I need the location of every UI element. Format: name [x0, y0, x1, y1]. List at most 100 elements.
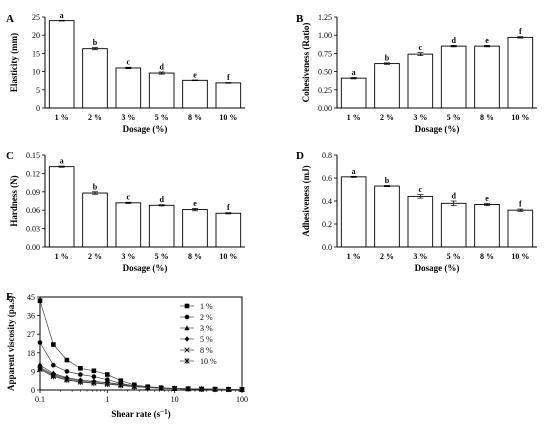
marker-circle — [184, 314, 190, 320]
x-tick-label: 3 % — [413, 252, 427, 261]
bar — [115, 202, 142, 248]
y-tick-label: 0.00 — [318, 104, 332, 113]
x-axis-title: Dosage (%) — [415, 263, 460, 273]
bar — [507, 209, 534, 248]
bar — [407, 195, 434, 248]
x-tick-label: 10 % — [511, 252, 529, 261]
bar — [148, 204, 175, 248]
y-axis-title: Hardness (N) — [9, 175, 19, 226]
bar — [182, 209, 208, 248]
bar — [474, 45, 500, 109]
x-tick-label: 1 % — [347, 113, 361, 122]
significance-letter: d — [159, 195, 164, 204]
bar — [507, 36, 534, 109]
x-tick-label: 8 % — [188, 252, 202, 261]
marker-circle — [78, 372, 83, 377]
y-tick-label: 27 — [27, 330, 35, 339]
bar — [374, 185, 400, 248]
marker-x — [184, 347, 190, 353]
y-tick-label: 9 — [31, 367, 35, 376]
bar — [407, 53, 434, 109]
panel-letter-D: D — [296, 150, 304, 162]
panel-letter-A: A — [6, 13, 14, 25]
significance-letter: f — [519, 27, 522, 36]
y-tick-label: 0.8 — [322, 151, 332, 160]
x-tick-label: 10 % — [219, 113, 237, 122]
significance-letter: a — [352, 68, 356, 77]
bar — [115, 67, 142, 109]
y-tick-label: 0.15 — [26, 151, 40, 160]
marker-square — [184, 303, 190, 309]
panel-letter-B: B — [296, 13, 304, 25]
y-tick-label: 1.25 — [318, 13, 332, 22]
series-line — [39, 369, 243, 390]
marker-diamond — [37, 362, 43, 368]
marker-square — [37, 298, 43, 304]
significance-letter: e — [193, 199, 197, 208]
bar — [340, 77, 367, 109]
x-tick-label: 2 % — [88, 113, 102, 122]
x-tick-label: 100 — [236, 395, 248, 404]
y-tick-label: 0 — [36, 104, 40, 113]
bar — [215, 212, 242, 248]
panel-letter-C: C — [6, 150, 14, 162]
x-tick-label: 0.1 — [35, 395, 45, 404]
x-tick-label: 2 % — [88, 252, 102, 261]
bar — [148, 72, 175, 109]
y-axis-title: Elasticity (mm) — [9, 33, 19, 92]
significance-letter: f — [227, 203, 230, 212]
significance-letter: e — [485, 194, 489, 203]
legend-entry: 10 % — [200, 357, 217, 366]
significance-letter: c — [419, 43, 423, 52]
y-tick-label: 0.50 — [318, 68, 332, 77]
y-tick-label: 0 — [31, 386, 35, 395]
legend-entry: 1 % — [200, 302, 213, 311]
legend-entry: 5 % — [200, 335, 213, 344]
y-tick-label: 0.0 — [322, 243, 332, 252]
bar — [340, 176, 367, 248]
y-axis-title: Apparent viscosity (pa.s) — [6, 296, 16, 391]
legend-entry: 2 % — [200, 313, 213, 322]
significance-letter: c — [127, 58, 131, 67]
y-tick-label: 25 — [32, 13, 40, 22]
legend-entry: 8 % — [200, 346, 213, 355]
x-tick-label: 8 % — [480, 252, 494, 261]
panel-letter-E: E — [6, 291, 13, 303]
significance-letter: c — [419, 185, 423, 194]
marker-circle — [91, 374, 97, 379]
x-axis-title: Dosage (%) — [415, 124, 460, 134]
bar — [48, 166, 75, 248]
y-tick-label: 0.12 — [26, 169, 40, 178]
significance-letter: b — [385, 176, 390, 185]
marker-circle — [64, 369, 70, 374]
y-tick-label: 45 — [27, 293, 35, 302]
y-tick-label: 1.00 — [318, 31, 332, 40]
y-tick-label: 15 — [32, 49, 40, 58]
x-axis-title: Dosage (%) — [123, 263, 168, 273]
bar — [48, 20, 75, 109]
bar — [440, 45, 467, 109]
significance-letter: e — [193, 70, 197, 79]
y-tick-label: 36 — [27, 312, 35, 321]
y-tick-label: 0.06 — [26, 206, 40, 215]
marker-square — [64, 357, 70, 363]
x-tick-label: 1 % — [55, 113, 69, 122]
x-tick-label: 1 % — [347, 252, 361, 261]
x-axis-title: Shear rate (s−1) — [111, 408, 170, 419]
significance-letter: b — [93, 38, 98, 47]
x-tick-label: 5 % — [155, 252, 169, 261]
significance-letter: b — [93, 182, 98, 191]
bar — [440, 202, 467, 248]
y-tick-label: 0.4 — [322, 197, 332, 206]
legend-entry: 3 % — [200, 324, 213, 333]
y-axis-title: Cohesiveness (Ratio) — [301, 23, 311, 103]
marker-diamond — [51, 370, 56, 377]
significance-letter: a — [60, 157, 64, 166]
bar — [182, 79, 208, 109]
y-tick-label: 18 — [27, 349, 35, 358]
bar — [374, 63, 400, 109]
marker-square — [118, 378, 124, 383]
